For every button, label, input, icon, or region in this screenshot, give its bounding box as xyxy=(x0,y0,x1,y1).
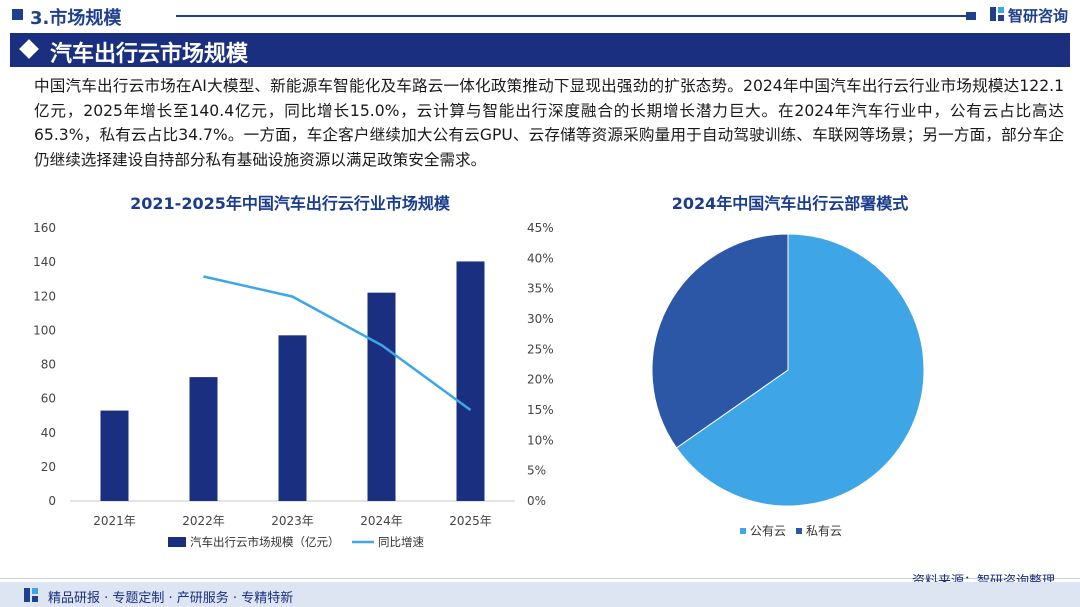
y-tick-label: 60 xyxy=(41,392,56,406)
legend-swatch-bar xyxy=(168,537,186,547)
brand-logo-icon xyxy=(990,7,1004,21)
top-header: 3.市场规模 智研咨询 xyxy=(0,0,1080,32)
y-tick-label: 80 xyxy=(41,358,56,372)
y2-tick-label: 15% xyxy=(527,403,554,417)
y-tick-label: 120 xyxy=(33,289,56,303)
y2-tick-label: 45% xyxy=(527,221,554,235)
header-rule xyxy=(176,15,972,17)
bar xyxy=(367,292,396,501)
footer-logo-icon xyxy=(24,588,38,602)
y2-tick-label: 0% xyxy=(527,494,546,508)
pie-slice xyxy=(675,233,925,507)
header-rule-end xyxy=(966,12,976,20)
section-marker xyxy=(12,9,23,20)
pie-legend-label: 私有云 xyxy=(806,524,842,538)
pie-legend-swatch xyxy=(740,528,746,534)
y-tick-label: 100 xyxy=(33,323,56,337)
pie-legend-label: 公有云 xyxy=(750,524,786,538)
y2-tick-label: 25% xyxy=(527,342,554,356)
page-title: 汽车出行云市场规模 xyxy=(50,42,249,67)
brand-name: 智研咨询 xyxy=(1008,7,1069,25)
footer-bar xyxy=(0,582,1080,607)
y2-tick-label: 10% xyxy=(527,433,554,447)
y-tick-label: 40 xyxy=(41,426,56,440)
y2-tick-label: 30% xyxy=(527,312,554,326)
bar-chart-title: 2021-2025年中国汽车出行云行业市场规模 xyxy=(130,194,450,213)
y-tick-label: 0 xyxy=(48,494,56,508)
y2-tick-label: 35% xyxy=(527,282,554,296)
bar xyxy=(189,377,218,501)
growth-line xyxy=(203,275,472,412)
bar xyxy=(100,410,129,501)
pie-legend-swatch xyxy=(796,528,802,534)
legend-label-line: 同比增速 xyxy=(378,535,424,549)
y-tick-label: 20 xyxy=(41,460,56,474)
x-tick-label: 2022年 xyxy=(182,514,225,528)
x-tick-label: 2024年 xyxy=(360,514,403,528)
bar xyxy=(278,335,307,501)
legend-label-bar: 汽车出行云市场规模（亿元） xyxy=(190,535,340,549)
pie-slice xyxy=(651,233,789,449)
y-tick-label: 140 xyxy=(33,255,56,269)
title-banner xyxy=(10,33,1070,67)
y2-tick-label: 40% xyxy=(527,251,554,265)
x-tick-label: 2023年 xyxy=(271,514,314,528)
market-size-chart: 0 20 40 60 80 100 120 140 160 0% 5% 10% 15% 20% 25% 30%… xyxy=(33,221,554,549)
y2-tick-label: 5% xyxy=(527,464,546,478)
x-tick-label: 2025年 xyxy=(449,514,492,528)
y2-tick-label: 20% xyxy=(527,373,554,387)
pie-chart-title: 2024年中国汽车出行云部署模式 xyxy=(671,194,909,213)
bar xyxy=(456,261,485,501)
deployment-pie-chart: 公有云 私有云 xyxy=(651,233,925,538)
section-title: 3.市场规模 xyxy=(30,8,122,29)
summary-paragraph: 中国汽车出行云市场在AI大模型、新能源车智能化及车路云一体化政策推动下显现出强劲… xyxy=(34,77,1064,169)
footer-rule xyxy=(0,578,1080,579)
x-tick-label: 2021年 xyxy=(93,514,136,528)
footer-services: 精品研报 · 专题定制 · 产研服务 · 专精特新 xyxy=(48,591,294,606)
y-tick-label: 160 xyxy=(33,221,56,235)
